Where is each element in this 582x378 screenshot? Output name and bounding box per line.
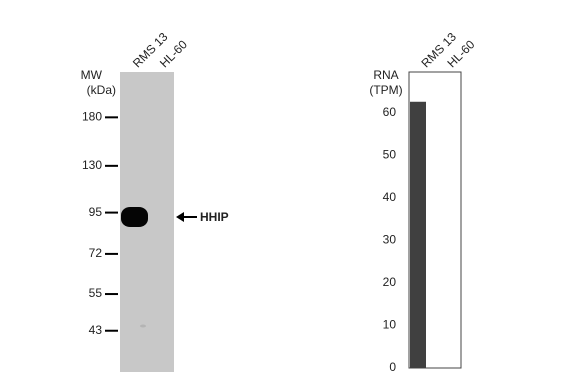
band-label: HHIP <box>200 210 229 224</box>
blot-band <box>121 207 148 227</box>
mw-tick-label: 180 <box>82 110 102 124</box>
mw-unit: (kDa) <box>87 83 116 97</box>
y-tick-label: 10 <box>383 318 397 332</box>
plot-frame <box>408 71 462 369</box>
blot-speck <box>140 324 146 328</box>
mw-tick-label: 130 <box>82 158 102 172</box>
y-tick-label: 60 <box>383 105 397 119</box>
y-tick-label: 20 <box>383 275 397 289</box>
rna-unit: (TPM) <box>369 83 402 97</box>
y-tick-label: 40 <box>383 190 397 204</box>
arrow-head <box>176 212 184 222</box>
y-tick-label: 0 <box>389 360 396 374</box>
mw-tick-label: 43 <box>89 323 103 337</box>
mw-tick-label: 55 <box>89 286 103 300</box>
mw-label: MW <box>81 68 103 82</box>
bar <box>410 101 426 369</box>
mw-tick-label: 72 <box>89 246 103 260</box>
y-tick-label: 30 <box>383 233 397 247</box>
rna-label: RNA <box>373 68 398 82</box>
y-tick-label: 50 <box>383 148 397 162</box>
mw-tick-label: 95 <box>89 205 103 219</box>
